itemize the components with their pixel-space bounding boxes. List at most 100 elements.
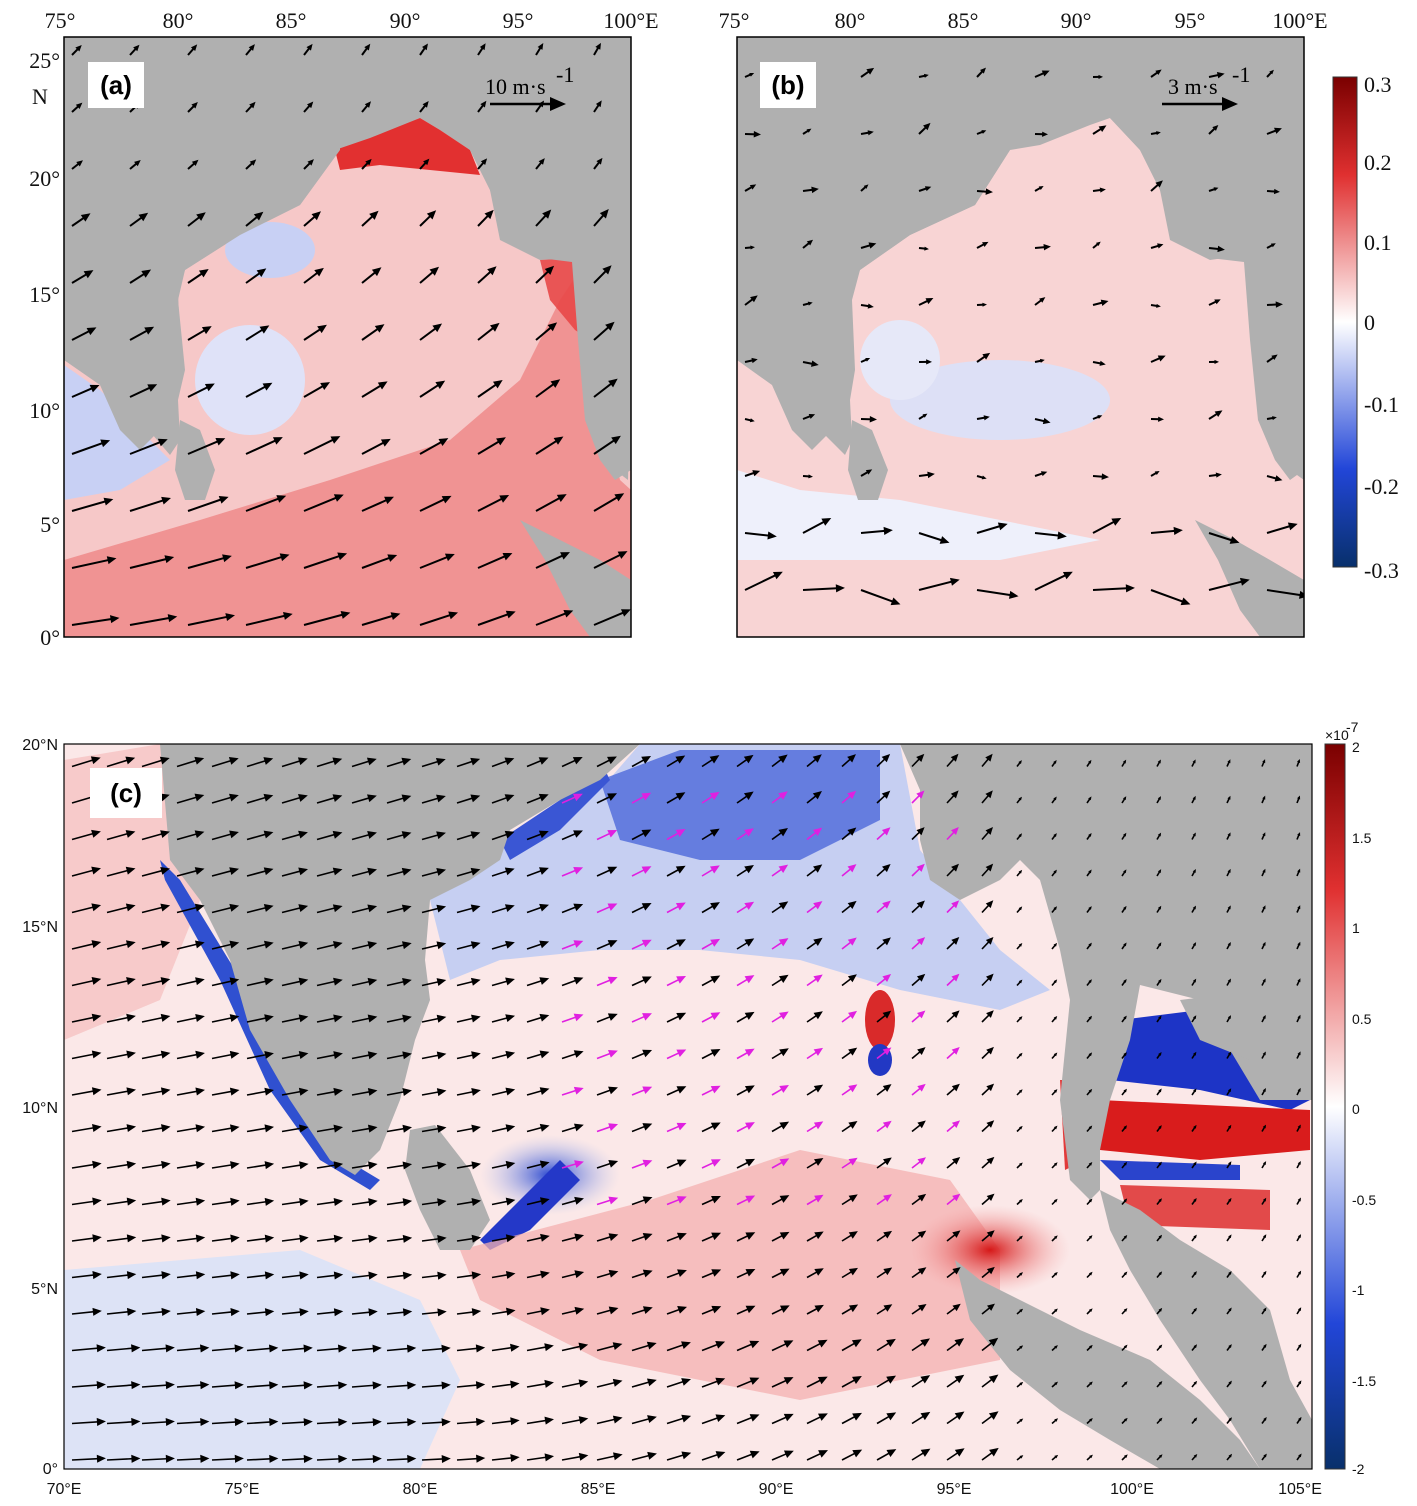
wind-arrowhead (160, 940, 171, 949)
wind-arrow (211, 942, 235, 950)
wind-arrowhead (608, 1159, 619, 1168)
wind-arrow (526, 1456, 549, 1461)
wind-arrowhead (1018, 1089, 1023, 1093)
wind-arrowhead (1158, 1051, 1162, 1056)
wind-arrowhead (470, 794, 481, 803)
wind-arrowhead (537, 43, 544, 50)
wind-arrowhead (867, 130, 874, 136)
wind-arrowhead (988, 1374, 999, 1384)
wind-arrowhead (917, 1157, 926, 1165)
wind-arrowhead (161, 1271, 171, 1280)
wind-arrowhead (951, 937, 960, 945)
wind-arrow (211, 759, 234, 768)
wind-arrow (176, 1090, 200, 1096)
wind-arrowhead (750, 245, 755, 250)
wind-arrowhead (675, 829, 686, 837)
wind-arrowhead (1274, 475, 1283, 482)
wind-arrow (211, 1163, 235, 1169)
wind-arrowhead (504, 830, 515, 839)
wind-arrowhead (1193, 1234, 1197, 1239)
wind-arrowhead (125, 940, 136, 949)
x-tick: 70°E (47, 1481, 82, 1498)
wind-arrowhead (298, 867, 309, 876)
wind-arrowhead (1123, 1344, 1128, 1349)
wind-arrowhead (401, 904, 412, 913)
wind-arrowhead (125, 903, 136, 912)
wind-arrowhead (131, 1381, 141, 1390)
wind-arrowhead (230, 1308, 240, 1317)
wind-arrowhead (986, 1083, 995, 1092)
wind-arrowhead (1297, 1161, 1301, 1165)
wind-arrowhead (195, 1124, 206, 1133)
wind-arrow (303, 383, 326, 398)
wind-arrowhead (1263, 1270, 1267, 1275)
wind-arrowhead (1089, 1344, 1093, 1349)
wind-arrowhead (402, 1198, 413, 1207)
wind-arrowhead (80, 213, 91, 222)
wind-arrowhead (1193, 1380, 1198, 1385)
wind-arrowhead (883, 1157, 892, 1166)
wind-arrowhead (1215, 472, 1222, 478)
wind-arrowhead (544, 265, 555, 275)
wind-arrowhead (866, 18, 871, 22)
wind-arrowhead (1158, 978, 1162, 983)
wind-arrow (246, 1237, 269, 1242)
wind-arrowhead (1123, 832, 1127, 837)
x-tick: 100°E (1110, 1481, 1154, 1498)
wind-arrowhead (676, 1196, 687, 1204)
x-tick: 80° (163, 8, 194, 33)
wind-arrowhead (642, 1196, 653, 1204)
wind-arrowhead (954, 1411, 965, 1420)
wind-arrowhead (865, 469, 873, 475)
wind-arrowhead (75, 44, 82, 52)
wind-arrowhead (264, 1271, 275, 1280)
wind-arrow (361, 555, 393, 569)
wind-arrow (211, 1347, 239, 1352)
wind-arrowhead (269, 1381, 279, 1390)
wind-arrowhead (865, 357, 871, 362)
wind-arrowhead (917, 1267, 927, 1275)
wind-arrowhead (194, 940, 205, 949)
wind-arrowhead (406, 1344, 417, 1353)
wind-arrowhead (1228, 1453, 1233, 1458)
wind-arrowhead (402, 1271, 413, 1280)
wind-arrow (71, 1310, 97, 1315)
wind-arrowhead (338, 1454, 348, 1463)
wind-arrowhead (160, 793, 170, 802)
wind-arrow (246, 1457, 274, 1461)
wind-arrow (281, 1384, 308, 1388)
wind-arrowhead (1158, 1417, 1163, 1422)
wind-arrowhead (1192, 905, 1197, 910)
wind-arrowhead (750, 295, 758, 303)
wind-arrowhead (981, 475, 987, 480)
wind-arrow (245, 384, 269, 398)
wind-arrowhead (1018, 943, 1023, 947)
sri-lanka (848, 420, 888, 500)
wind-arrowhead (1088, 1308, 1093, 1313)
wind-arrowhead (1227, 832, 1231, 837)
wind-arrowhead (311, 211, 321, 221)
wind-arrow (246, 1053, 269, 1060)
wind-arrow (281, 1347, 308, 1352)
wind-arrow (71, 1052, 97, 1060)
wind-arrowhead (681, 1414, 692, 1423)
wind-arrowhead (1053, 942, 1058, 947)
wind-arrowhead (333, 1234, 344, 1243)
wind-arrowhead (980, 67, 986, 74)
cb-tick: -1.5 (1352, 1373, 1376, 1389)
wind-arrowhead (506, 1307, 516, 1316)
wind-arrowhead (253, 211, 264, 221)
wind-arrowhead (835, 584, 845, 593)
panel-c-xaxis: 70°E 75°E 80°E 85°E 90°E 95°E 100°E 105°… (47, 1481, 1322, 1498)
wind-arrowhead (367, 1051, 378, 1060)
wind-arrowhead (436, 831, 446, 840)
wind-arrowhead (1274, 127, 1282, 134)
wind-arrowhead (367, 1087, 378, 1096)
wind-arrowhead (234, 1344, 244, 1353)
wind-arrowhead (1156, 131, 1161, 136)
wind-arrowhead (367, 904, 378, 913)
wind-arrowhead (1262, 1197, 1267, 1202)
wind-arrowhead (330, 436, 341, 444)
wind-arrow (141, 1237, 166, 1242)
wind-arrowhead (951, 1047, 960, 1055)
